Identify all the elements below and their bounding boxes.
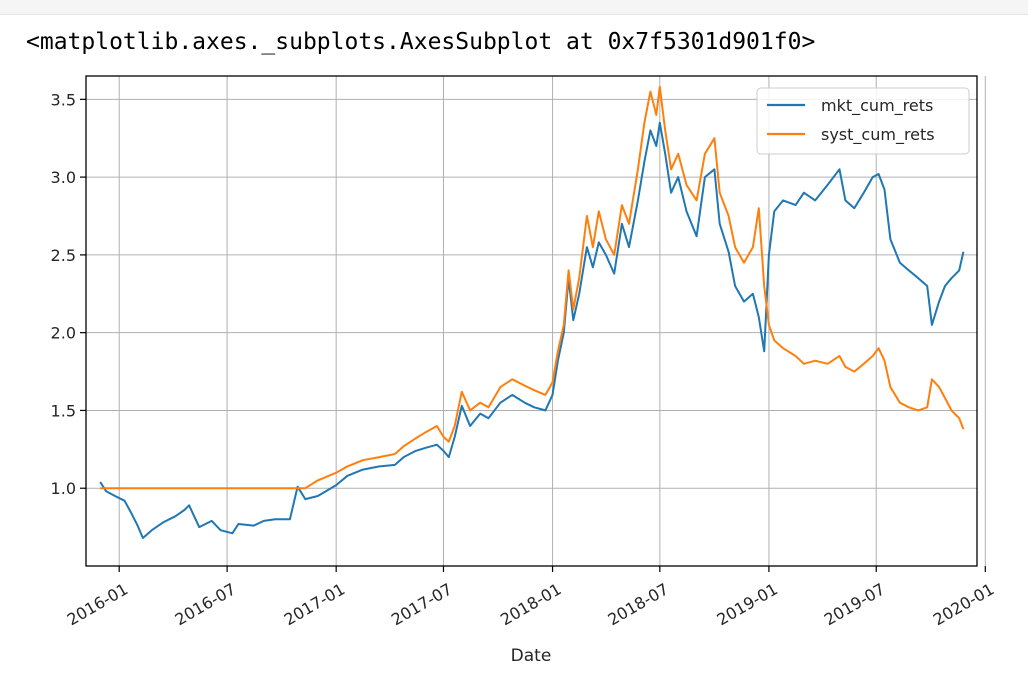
x-tick-label: 2018-07 <box>604 579 671 629</box>
x-axis-label: Date <box>511 646 552 666</box>
x-tick-label: 2016-07 <box>172 579 239 629</box>
series-lines <box>99 85 965 539</box>
y-tick-label: 3.5 <box>51 90 76 109</box>
y-tick-label: 1.5 <box>51 401 76 420</box>
x-tick-label: 2017-01 <box>281 579 348 629</box>
legend-label-mkt: mkt_cum_rets <box>821 96 933 116</box>
y-tick-label: 1.0 <box>51 479 76 498</box>
legend-label-syst: syst_cum_rets <box>821 125 935 145</box>
legend: mkt_cum_rets syst_cum_rets <box>756 87 970 155</box>
plot-frame <box>85 75 978 567</box>
x-tick-label: 2019-07 <box>821 579 888 629</box>
output-repr-text: <matplotlib.axes._subplots.AxesSubplot a… <box>26 29 816 55</box>
grid-lines <box>86 76 986 566</box>
x-tick-label: 2019-01 <box>714 579 781 629</box>
series-line-syst-cum-rets <box>100 85 965 490</box>
axis-ticks: 2016-01 2016-07 2017-01 2017-07 2018-01 2018-… <box>51 90 998 629</box>
cell-output-top-strip <box>0 0 1028 15</box>
x-tick-label: 2020-01 <box>930 579 997 629</box>
series-line-mkt-cum-rets <box>99 121 965 539</box>
y-tick-label: 2.0 <box>51 324 76 343</box>
x-tick-label: 2018-01 <box>497 579 564 629</box>
y-tick-label: 3.0 <box>51 168 76 187</box>
y-tick-label: 2.5 <box>51 246 76 265</box>
x-tick-label: 2017-07 <box>388 579 455 629</box>
legend-box <box>756 87 970 155</box>
x-tick-label: 2016-01 <box>64 579 131 629</box>
